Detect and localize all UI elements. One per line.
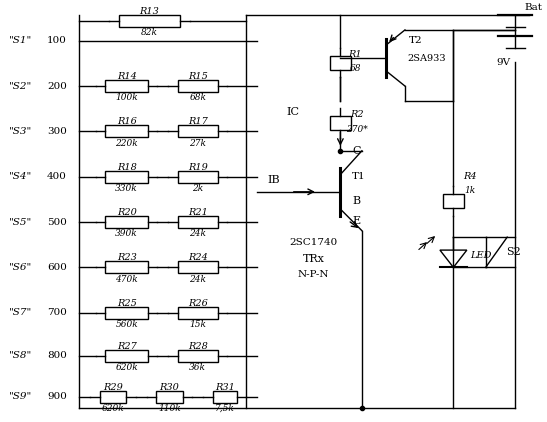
Bar bbox=[105, 307, 148, 319]
Bar bbox=[178, 350, 218, 362]
Text: R16: R16 bbox=[117, 117, 137, 126]
Text: 24k: 24k bbox=[189, 229, 206, 238]
Text: LED: LED bbox=[470, 251, 492, 260]
Text: R17: R17 bbox=[188, 117, 208, 126]
Text: Bat: Bat bbox=[525, 3, 543, 11]
Text: "S3": "S3" bbox=[9, 127, 33, 136]
Text: 300: 300 bbox=[47, 127, 67, 136]
Text: R2: R2 bbox=[350, 111, 363, 119]
Bar bbox=[330, 56, 351, 70]
Text: R4: R4 bbox=[463, 172, 476, 181]
Text: 2k: 2k bbox=[192, 184, 203, 193]
Text: IC: IC bbox=[287, 107, 300, 117]
Bar bbox=[105, 170, 148, 183]
Text: 100: 100 bbox=[47, 36, 67, 45]
Text: 470k: 470k bbox=[115, 275, 138, 284]
Text: 36k: 36k bbox=[189, 363, 206, 372]
Bar bbox=[443, 194, 464, 208]
Text: "S7": "S7" bbox=[9, 308, 33, 317]
Text: 7,5k: 7,5k bbox=[215, 404, 235, 413]
Text: IB: IB bbox=[267, 175, 281, 185]
Text: R14: R14 bbox=[117, 72, 137, 81]
Bar bbox=[178, 216, 218, 228]
Text: 220k: 220k bbox=[115, 138, 138, 148]
Text: 390k: 390k bbox=[115, 229, 138, 238]
Bar bbox=[105, 216, 148, 228]
Bar bbox=[178, 125, 218, 138]
Text: "S8": "S8" bbox=[9, 352, 33, 360]
Text: TRx: TRx bbox=[302, 254, 324, 264]
Text: R28: R28 bbox=[188, 342, 208, 351]
Text: R19: R19 bbox=[188, 163, 208, 172]
Text: N-P-N: N-P-N bbox=[298, 270, 329, 279]
Text: 700: 700 bbox=[47, 308, 67, 317]
Bar bbox=[105, 125, 148, 138]
Bar bbox=[105, 261, 148, 273]
Text: 270*: 270* bbox=[346, 125, 368, 134]
Text: 500: 500 bbox=[47, 217, 67, 227]
Text: C: C bbox=[352, 146, 360, 156]
Text: R29: R29 bbox=[103, 383, 123, 392]
Text: 620k: 620k bbox=[102, 404, 124, 413]
Text: R30: R30 bbox=[160, 383, 179, 392]
Text: R26: R26 bbox=[188, 299, 208, 308]
Text: B: B bbox=[352, 196, 360, 206]
Text: R31: R31 bbox=[215, 383, 235, 392]
Text: 200: 200 bbox=[47, 81, 67, 91]
Text: 9V: 9V bbox=[497, 58, 510, 67]
Text: 100k: 100k bbox=[115, 93, 138, 102]
Text: "S5": "S5" bbox=[9, 217, 33, 227]
Text: R1: R1 bbox=[348, 50, 362, 59]
Bar bbox=[330, 116, 351, 130]
Text: 2SC1740: 2SC1740 bbox=[289, 238, 337, 247]
Text: "S2": "S2" bbox=[9, 81, 33, 91]
Bar bbox=[178, 170, 218, 183]
Text: R13: R13 bbox=[139, 7, 159, 16]
Text: 800: 800 bbox=[47, 352, 67, 360]
Text: E: E bbox=[352, 216, 360, 226]
Text: 24k: 24k bbox=[189, 275, 206, 284]
Text: R15: R15 bbox=[188, 72, 208, 81]
Text: "S1": "S1" bbox=[9, 36, 33, 45]
Text: 620k: 620k bbox=[115, 363, 138, 372]
Text: 15k: 15k bbox=[189, 320, 206, 329]
Text: 560k: 560k bbox=[115, 320, 138, 329]
Text: 68: 68 bbox=[350, 64, 361, 73]
Text: 110k: 110k bbox=[158, 404, 181, 413]
Bar bbox=[100, 391, 126, 403]
Text: 900: 900 bbox=[47, 392, 67, 401]
Text: T1: T1 bbox=[352, 172, 366, 181]
Bar bbox=[105, 350, 148, 362]
Text: 27k: 27k bbox=[189, 138, 206, 148]
Text: 82k: 82k bbox=[141, 28, 158, 38]
Bar bbox=[156, 391, 183, 403]
Text: 330k: 330k bbox=[115, 184, 138, 193]
Text: 68k: 68k bbox=[189, 93, 206, 102]
Text: "S6": "S6" bbox=[9, 263, 33, 272]
Text: R24: R24 bbox=[188, 253, 208, 262]
Text: 2SA933: 2SA933 bbox=[408, 54, 446, 63]
Bar bbox=[105, 80, 148, 92]
Text: R18: R18 bbox=[117, 163, 137, 172]
Bar bbox=[178, 80, 218, 92]
Bar bbox=[178, 307, 218, 319]
Text: R21: R21 bbox=[188, 208, 208, 217]
Text: 600: 600 bbox=[47, 263, 67, 272]
Text: 400: 400 bbox=[47, 172, 67, 181]
Text: T2: T2 bbox=[409, 36, 423, 45]
Text: "S9": "S9" bbox=[9, 392, 33, 401]
Text: 1k: 1k bbox=[464, 187, 475, 195]
Text: S2: S2 bbox=[506, 247, 521, 257]
Text: R25: R25 bbox=[117, 299, 137, 308]
Bar bbox=[119, 15, 180, 27]
Text: R27: R27 bbox=[117, 342, 137, 351]
Text: "S4": "S4" bbox=[9, 172, 33, 181]
Bar bbox=[178, 261, 218, 273]
Text: R20: R20 bbox=[117, 208, 137, 217]
Bar bbox=[213, 391, 236, 403]
Text: R23: R23 bbox=[117, 253, 137, 262]
